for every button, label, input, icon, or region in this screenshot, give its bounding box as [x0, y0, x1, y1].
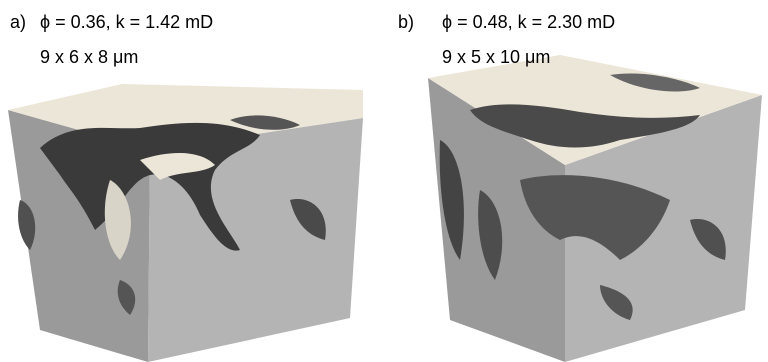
- sample-render-b: [428, 55, 762, 362]
- panel-size: 9 x 6 x 8 μm: [40, 47, 138, 67]
- panel-properties: ϕ = 0.36, k = 1.42 mD: [40, 12, 213, 32]
- panel-size: 9 x 5 x 10 μm: [442, 47, 550, 67]
- sample-render-a: [8, 84, 363, 362]
- panel-label: a): [10, 12, 26, 32]
- panel-label: b): [398, 12, 414, 32]
- figure: a) ϕ = 0.36, k = 1.42 mD 9 x 6 x 8 μm b)…: [0, 0, 768, 362]
- panel-properties: ϕ = 0.48, k = 2.30 mD: [442, 12, 615, 32]
